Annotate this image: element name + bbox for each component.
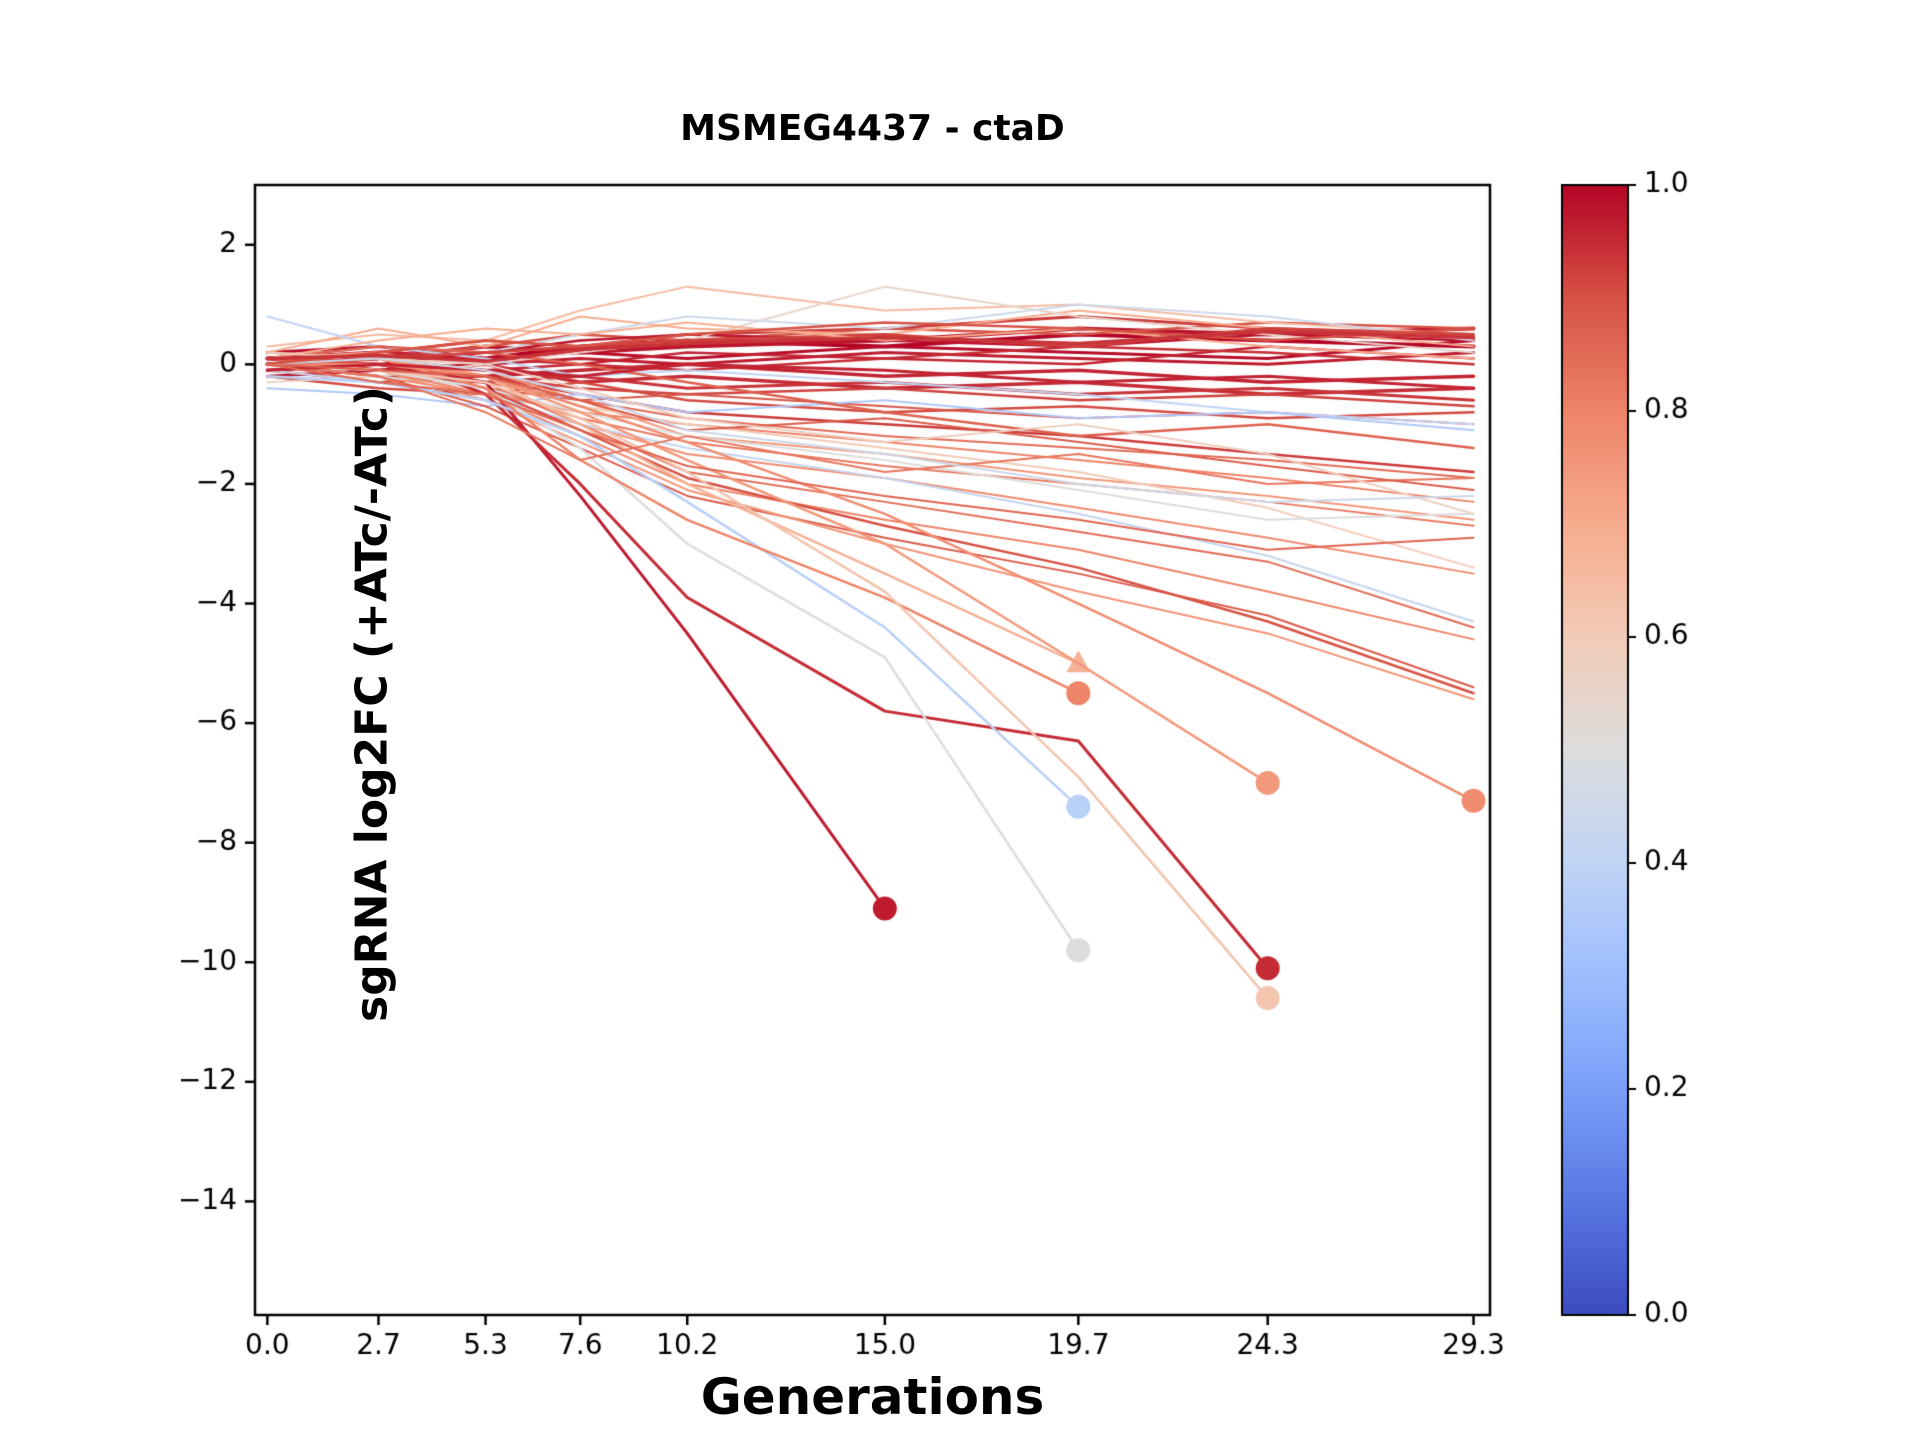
- x-axis-label: Generations: [700, 1368, 1045, 1426]
- y-axis-label: sgRNA log2FC (+ATc/-ATc): [346, 385, 398, 1022]
- chart-title: MSMEG4437 - ctaD: [680, 108, 1065, 149]
